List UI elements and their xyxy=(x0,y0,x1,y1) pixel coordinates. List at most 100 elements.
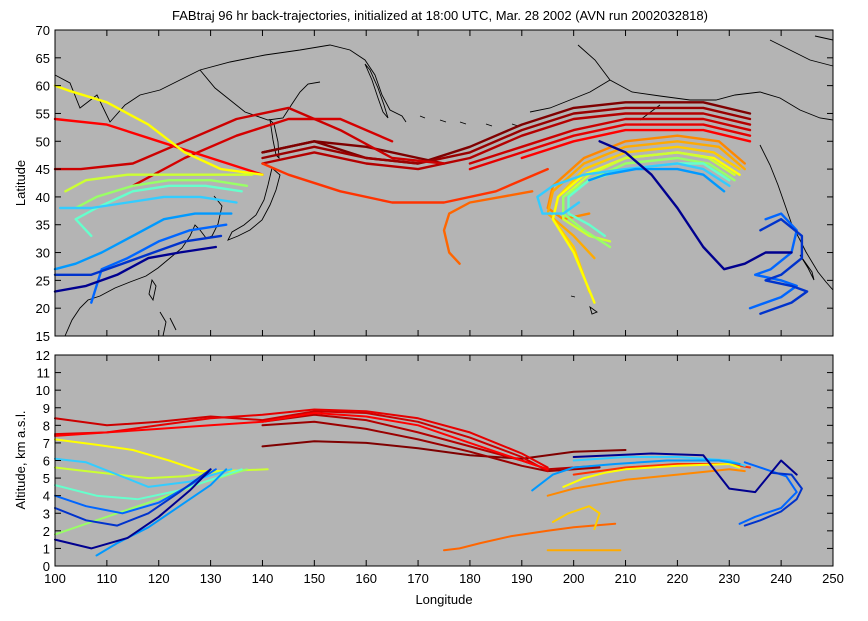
map-y-label: Latitude xyxy=(13,160,28,206)
chart-title: FABtraj 96 hr back-trajectories, initial… xyxy=(172,8,708,23)
trajectory-line-0-28 xyxy=(59,195,238,210)
x-tick-label: 160 xyxy=(355,571,377,586)
trajectory-line-1-3 xyxy=(54,410,549,473)
y-tick-label: 10 xyxy=(36,383,50,398)
map-frame xyxy=(54,29,834,337)
coastline-arctic-north xyxy=(769,35,834,67)
x-tick-label: 110 xyxy=(96,571,117,586)
trajectory-line-0-32 xyxy=(53,245,218,293)
x-tick-label: 220 xyxy=(667,571,689,586)
trajectory-line-1-23 xyxy=(743,471,803,527)
altitude-y-label: Altitude, km a.s.l. xyxy=(13,411,28,510)
trajectory-line-1-19 xyxy=(531,459,741,492)
trajectory-line-1-22 xyxy=(54,468,212,527)
y-tick-label: 25 xyxy=(36,273,50,288)
x-tick-label: 230 xyxy=(718,571,740,586)
trajectory-line-1-10 xyxy=(551,505,601,531)
y-tick-label: 6 xyxy=(43,454,50,469)
trajectory-line-0-7 xyxy=(53,106,446,171)
trajectory-line-0-31 xyxy=(53,234,223,276)
trajectory-line-0-27 xyxy=(74,184,243,238)
coastline-north-america xyxy=(759,144,834,291)
trajectory-line-0-11 xyxy=(442,190,534,265)
trajectory-line-1-11 xyxy=(54,438,222,473)
trajectory-line-0-22 xyxy=(759,217,809,315)
x-tick-label: 180 xyxy=(459,571,481,586)
trajectory-line-1-12 xyxy=(562,463,741,488)
trajectory-line-0-21 xyxy=(748,212,798,310)
coastline-kamchatka xyxy=(364,63,389,119)
trajectory-line-1-13 xyxy=(54,466,269,480)
y-tick-label: 1 xyxy=(43,541,50,556)
trajectory-line-1-18 xyxy=(95,468,228,557)
x-tick-label: 210 xyxy=(615,571,637,586)
y-tick-label: 20 xyxy=(36,301,50,316)
coastline-korea-china xyxy=(64,195,223,337)
y-tick-label: 7 xyxy=(43,436,50,451)
y-tick-label: 3 xyxy=(43,506,50,521)
trajectory-line-0-30 xyxy=(90,223,228,304)
y-tick-label: 9 xyxy=(43,401,50,416)
altitude-x-axis: 100 110 120 130 140 150 160 170 180 190 200 210 220 2… xyxy=(44,355,844,586)
trajectory-line-0-26 xyxy=(74,178,249,210)
coastline-asia-east xyxy=(54,44,407,123)
y-tick-label: 11 xyxy=(37,366,51,381)
x-tick-label: 150 xyxy=(303,571,325,586)
coastline-hawaii xyxy=(570,295,598,315)
trajectory-line-0-14 xyxy=(551,145,741,293)
y-tick-label: 35 xyxy=(36,218,50,233)
trajectory-line-1-0 xyxy=(261,440,627,460)
y-tick-label: 8 xyxy=(43,418,50,433)
trajectory-line-1-4 xyxy=(54,408,549,469)
trajectory-line-0-4 xyxy=(468,117,752,165)
trajectory-line-0-6 xyxy=(520,128,752,160)
trajectory-line-0-1 xyxy=(261,101,752,165)
altitude-trajectories xyxy=(54,408,803,557)
y-tick-label: 30 xyxy=(36,246,50,261)
map-plot-area xyxy=(55,30,833,336)
y-tick-label: 2 xyxy=(43,524,50,539)
y-tick-label: 5 xyxy=(43,471,50,486)
y-tick-label: 45 xyxy=(36,162,50,177)
map-panel: 15 20 25 30 35 40 45 50 55 60 65 70 Latitude xyxy=(13,23,834,344)
altitude-x-label: Longitude xyxy=(415,592,472,607)
y-tick-label: 4 xyxy=(43,489,50,504)
trajectory-line-0-19 xyxy=(536,162,731,215)
trajectory-line-0-29 xyxy=(53,212,233,271)
coastlines xyxy=(54,35,834,337)
map-y-axis: 15 20 25 30 35 40 45 50 55 60 65 70 xyxy=(36,23,834,344)
y-tick-label: 12 xyxy=(36,348,50,363)
x-tick-label: 100 xyxy=(44,571,66,586)
x-tick-label: 200 xyxy=(563,571,585,586)
y-tick-label: 15 xyxy=(36,329,50,344)
coastline-japan xyxy=(227,167,281,241)
y-tick-label: 50 xyxy=(36,134,50,149)
trajectory-line-1-25 xyxy=(572,452,798,494)
x-tick-label: 140 xyxy=(252,571,274,586)
y-tick-label: 65 xyxy=(36,51,50,66)
x-tick-label: 240 xyxy=(770,571,792,586)
trajectory-line-1-5 xyxy=(54,412,549,471)
coastline-taiwan xyxy=(148,278,157,302)
x-tick-label: 250 xyxy=(822,571,844,586)
coastline-okhotsk xyxy=(199,69,321,121)
y-tick-label: 55 xyxy=(36,106,50,121)
trajectory-line-0-12 xyxy=(546,134,746,221)
coastline-aleutians xyxy=(419,115,519,127)
map-trajectories xyxy=(53,84,809,315)
trajectory-line-1-6 xyxy=(572,463,751,476)
coastline-baja xyxy=(799,254,815,281)
trajectory-line-1-7 xyxy=(443,522,617,552)
trajectory-line-0-10 xyxy=(261,162,549,204)
y-tick-label: 70 xyxy=(36,23,50,38)
y-tick-label: 0 xyxy=(43,559,50,574)
trajectory-line-1-24 xyxy=(54,468,212,550)
trajectory-line-0-9 xyxy=(53,117,264,176)
trajectory-line-0-8 xyxy=(131,117,394,188)
trajectory-line-0-24 xyxy=(53,84,264,176)
trajectory-line-0-5 xyxy=(468,123,752,171)
trajectory-line-1-1 xyxy=(261,420,601,473)
y-tick-label: 40 xyxy=(36,190,50,205)
